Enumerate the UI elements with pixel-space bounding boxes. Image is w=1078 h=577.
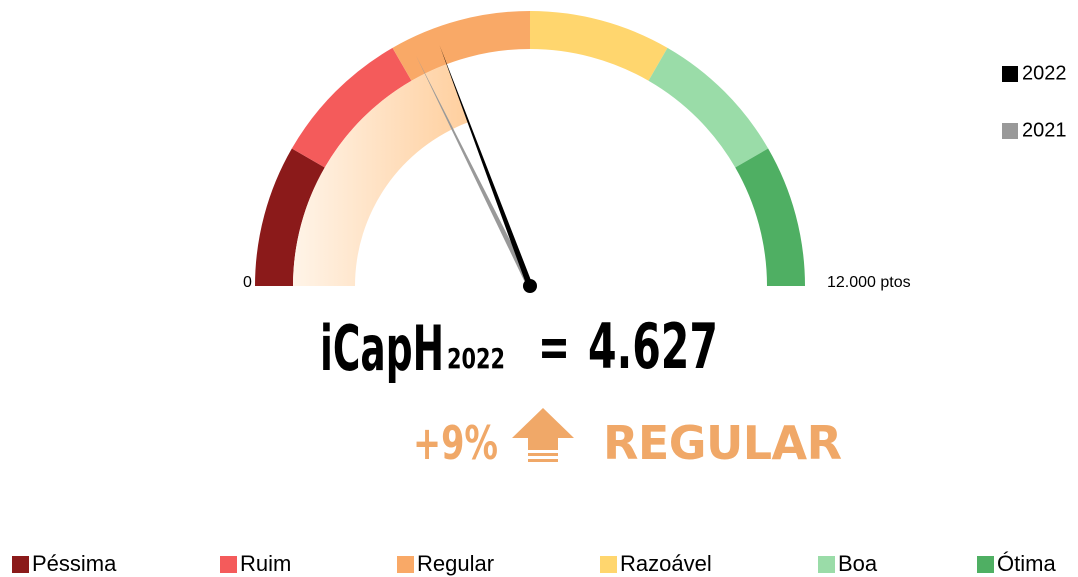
legend-swatch <box>600 556 617 573</box>
up-arrow <box>512 408 574 462</box>
needle <box>439 45 533 288</box>
legend-label: Ótima <box>997 551 1056 576</box>
equals: = <box>538 315 570 380</box>
legend-swatch <box>12 556 29 573</box>
legend-label: 2021 <box>1022 119 1067 141</box>
legend-swatch <box>818 556 835 573</box>
legend-swatch <box>977 556 994 573</box>
legend-swatch <box>220 556 237 573</box>
gauge-band <box>735 148 805 286</box>
legend-label: Regular <box>417 551 494 576</box>
arrow-line <box>528 459 558 462</box>
change-label: +9% <box>413 416 498 470</box>
gauge-band <box>648 47 769 168</box>
legend-swatch <box>1002 123 1018 139</box>
arrow-head <box>512 408 574 450</box>
gauge-band <box>255 148 325 286</box>
title-year: 2022 <box>447 342 505 375</box>
range-label: 12.000 ptos <box>827 274 911 291</box>
legend-label: Boa <box>838 551 878 576</box>
title: iCapH <box>320 312 444 385</box>
gauge-band <box>530 11 668 81</box>
legend-swatch <box>397 556 414 573</box>
progress-arc <box>293 64 469 287</box>
gauge-bands <box>255 10 805 287</box>
needle-hub <box>523 279 537 293</box>
value-label: 4.627 <box>588 310 718 383</box>
legend-label: Razoável <box>620 551 712 576</box>
rating-label: REGULAR <box>603 416 860 470</box>
legend-swatch <box>1002 66 1018 82</box>
gauge-band <box>392 10 530 81</box>
legend-label: Péssima <box>32 551 117 576</box>
gauge-band <box>291 47 412 168</box>
range-label: 0 <box>243 274 252 291</box>
arrow-line <box>528 453 558 456</box>
legend-label: 2022 <box>1022 62 1067 84</box>
needle <box>416 55 533 288</box>
legend-label: Ruim <box>240 551 291 576</box>
